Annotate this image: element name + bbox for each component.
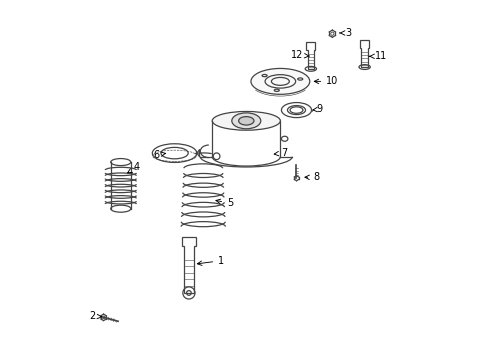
Text: 7: 7 (274, 148, 286, 158)
Ellipse shape (231, 113, 260, 129)
Text: 4: 4 (127, 162, 140, 173)
Text: 1: 1 (197, 256, 224, 266)
Text: 11: 11 (368, 51, 386, 61)
Ellipse shape (238, 117, 253, 125)
Text: 8: 8 (305, 172, 319, 183)
Ellipse shape (250, 68, 309, 94)
Text: 3: 3 (339, 28, 351, 38)
Text: 10: 10 (314, 76, 338, 86)
Text: 12: 12 (290, 50, 308, 60)
Text: 5: 5 (216, 198, 233, 208)
Text: 2: 2 (89, 311, 102, 321)
Text: 9: 9 (312, 104, 322, 114)
Ellipse shape (212, 112, 280, 130)
Text: 6: 6 (153, 150, 165, 160)
